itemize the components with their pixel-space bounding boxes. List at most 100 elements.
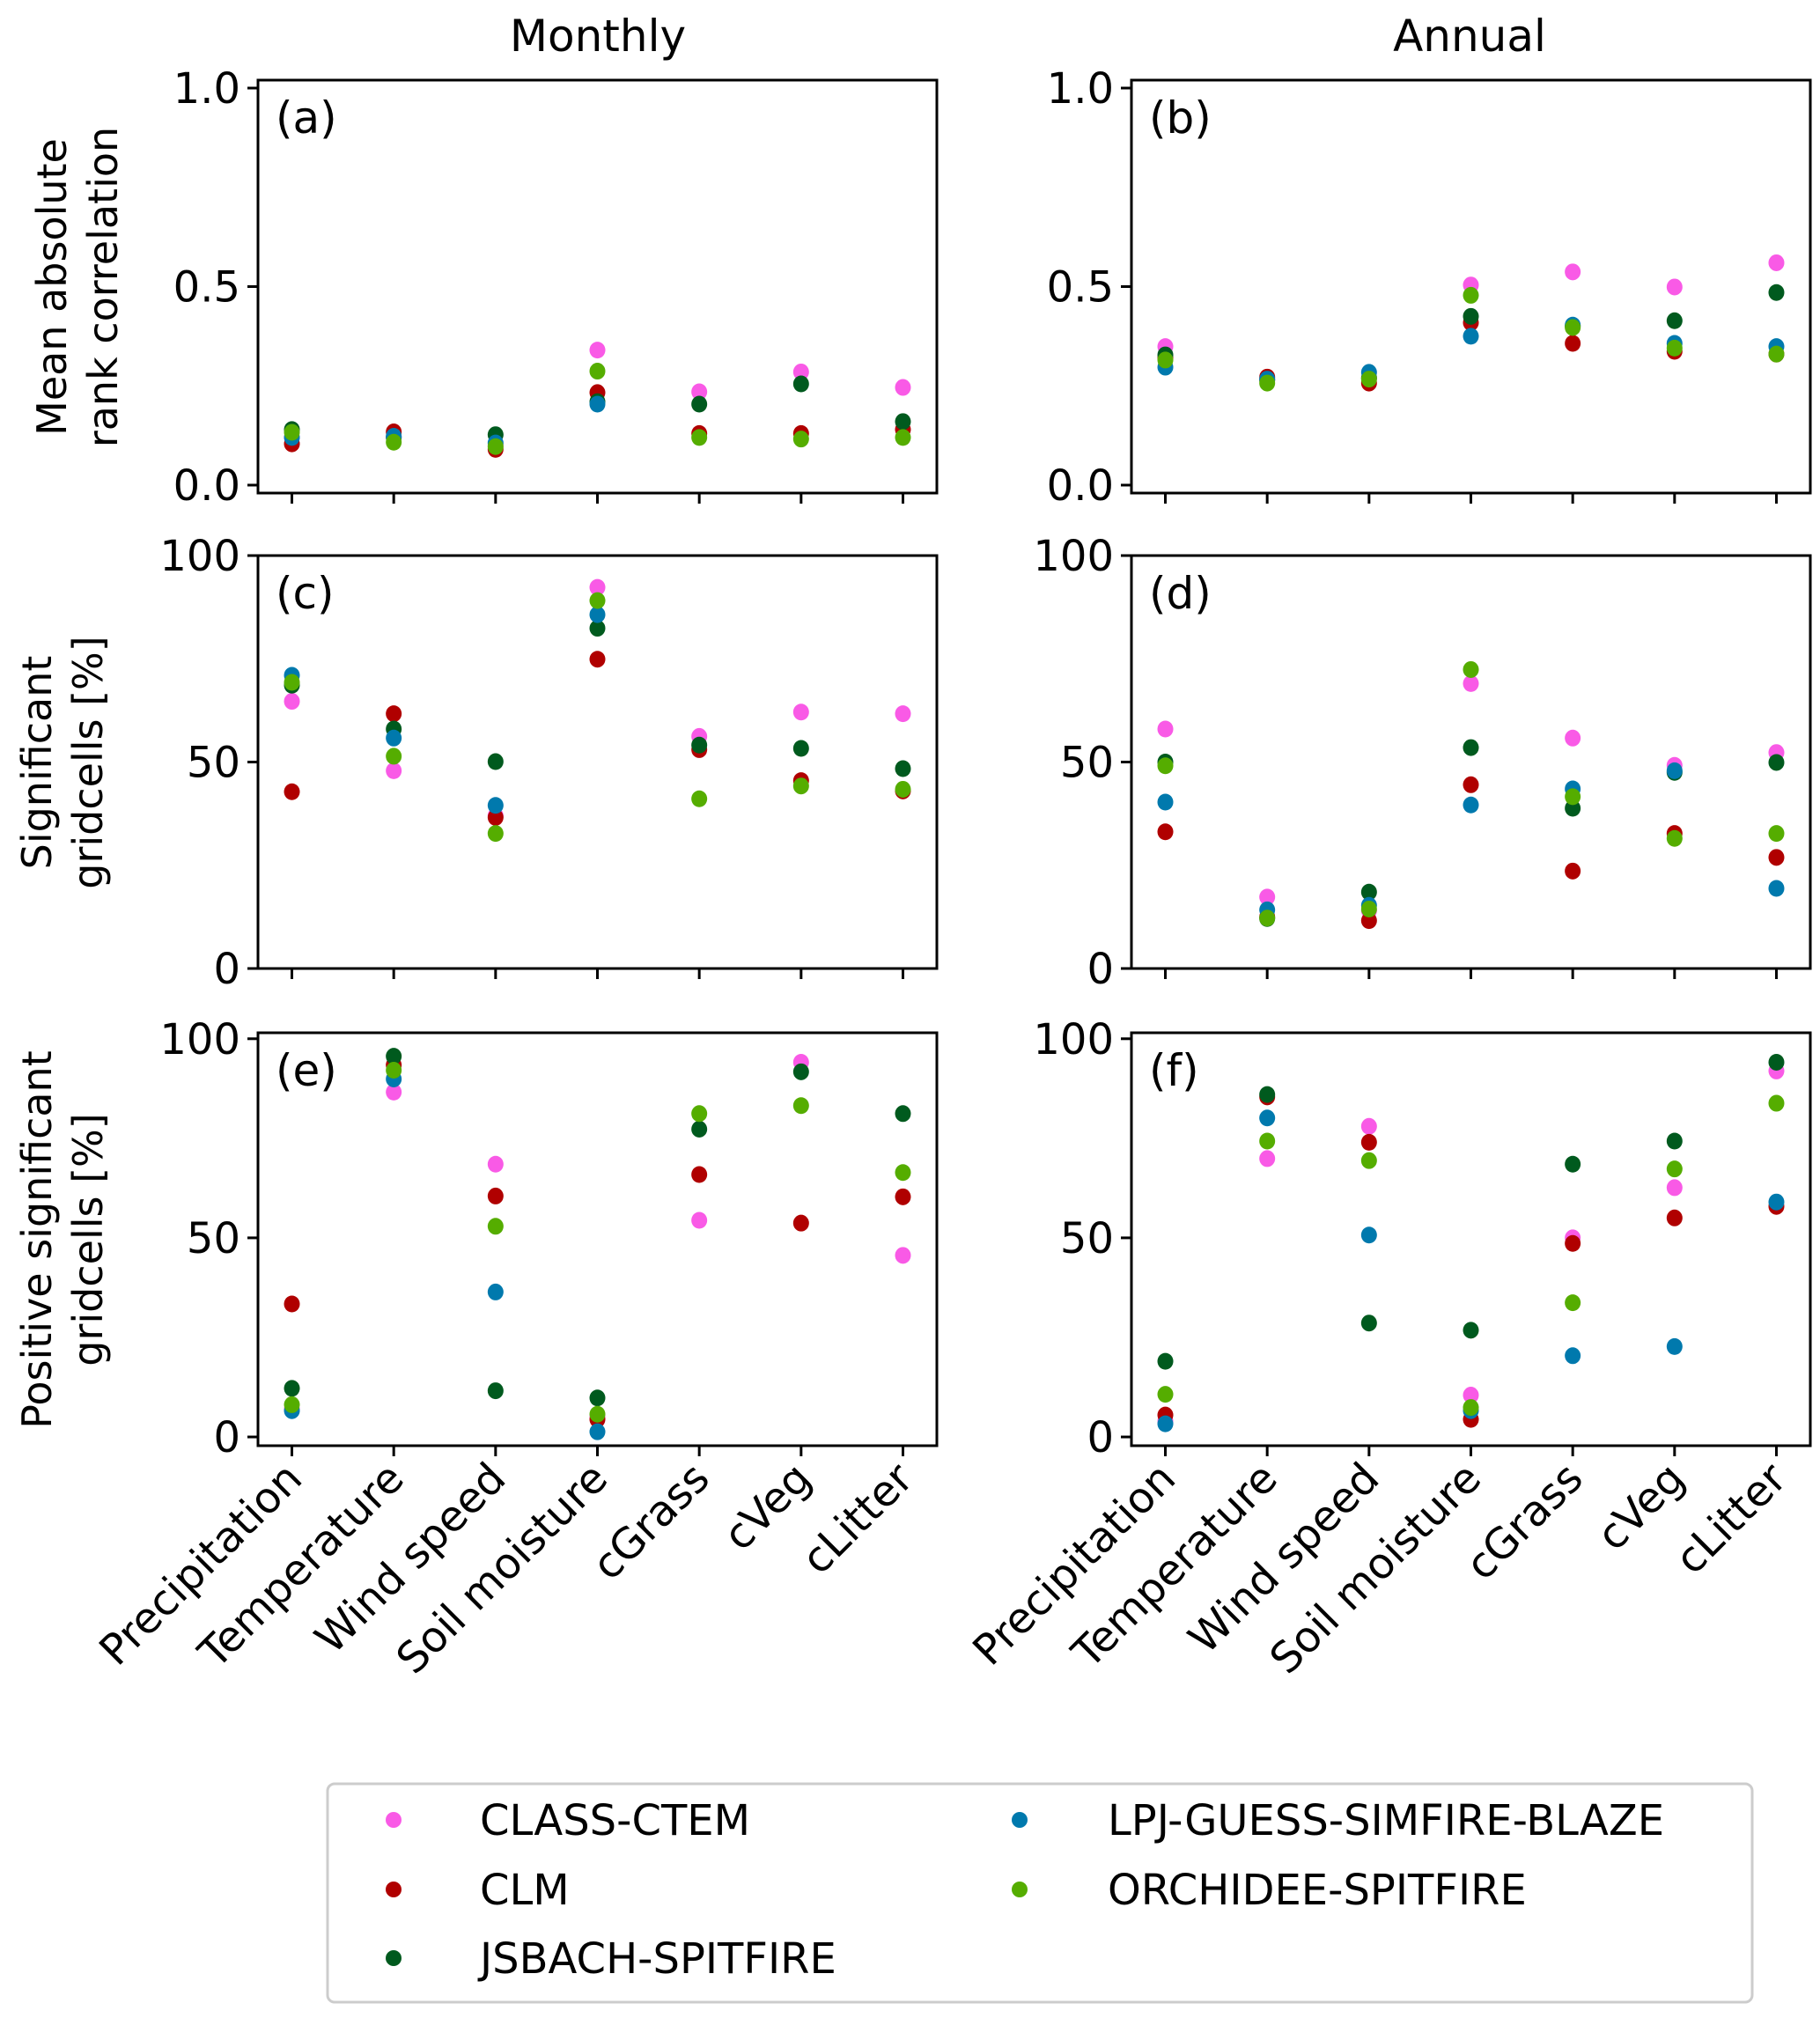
ylabel-line: gridcells [%] [64, 1113, 112, 1366]
axes-frame [1130, 78, 1812, 495]
panel-label: (a) [276, 92, 337, 144]
point-jsbach-spitfire [284, 1380, 300, 1397]
point-orchidee-spitfire [1768, 345, 1785, 363]
point-class-ctem [487, 1155, 504, 1173]
panels: 0.0 0.5 1.0 (a) 0.0 0.5 1.0 (b) 0 50 100 (c) 0 50 100 (… [90, 64, 1812, 1683]
point-orchidee-spitfire [895, 429, 911, 446]
legend-frame [326, 1782, 1754, 2004]
point-clm [1565, 862, 1581, 880]
panel-label: (f) [1149, 1045, 1199, 1096]
point-orchidee-spitfire [1565, 319, 1581, 336]
ytick-label: 0.0 [173, 461, 240, 511]
point-orchidee-spitfire [284, 423, 300, 441]
point-jsbach-spitfire [895, 1105, 911, 1123]
point-class-ctem [1768, 254, 1785, 271]
legend-label: JSBACH-SPITFIRE [477, 1934, 836, 1984]
ytick-label: 1.0 [1047, 64, 1114, 114]
point-lpj-guess-simfire-blaze [589, 606, 606, 623]
point-lpj-guess-simfire-blaze [1463, 796, 1479, 814]
panel-c: 0 50 100 (c) [159, 532, 939, 994]
legend-label: LPJ-GUESS-SIMFIRE-BLAZE [1108, 1796, 1664, 1845]
ytick-label: 1.0 [173, 64, 240, 114]
point-jsbach-spitfire [1768, 754, 1785, 771]
point-orchidee-spitfire [284, 1396, 300, 1413]
point-jsbach-spitfire [895, 760, 911, 777]
point-jsbach-spitfire [487, 753, 504, 770]
axes-frame [256, 78, 939, 495]
xtick-label: cGrass [1456, 1454, 1593, 1590]
point-clm [1666, 1209, 1683, 1226]
ylabel-row-1: Mean absolute rank correlation [28, 127, 127, 447]
point-orchidee-spitfire [589, 1405, 606, 1423]
point-jsbach-spitfire [386, 1048, 402, 1065]
ytick-label: 0 [213, 945, 240, 994]
xtick-label: cGrass [583, 1454, 719, 1590]
point-class-ctem [691, 1212, 708, 1229]
point-lpj-guess-simfire-blaze [1259, 1109, 1276, 1127]
legend-item: JSBACH-SPITFIRE [386, 1934, 836, 1984]
axes-frame [256, 1031, 939, 1447]
point-jsbach-spitfire [589, 620, 606, 637]
point-class-ctem [1463, 674, 1479, 692]
point-orchidee-spitfire [386, 433, 402, 451]
ytick-label: 0.5 [1047, 263, 1114, 313]
ylabel-line: Mean absolute [28, 138, 76, 436]
point-orchidee-spitfire [1157, 351, 1174, 369]
point-class-ctem [1565, 729, 1581, 747]
panel-b: 0.0 0.5 1.0 (b) [1047, 64, 1812, 511]
ytick-label: 100 [1033, 532, 1114, 581]
point-lpj-guess-simfire-blaze [1565, 1347, 1581, 1365]
point-orchidee-spitfire [1463, 286, 1479, 304]
ylabel-line: Significant [13, 656, 61, 870]
point-orchidee-spitfire [1768, 825, 1785, 843]
point-orchidee-spitfire [1360, 1152, 1377, 1169]
point-orchidee-spitfire [792, 1097, 809, 1115]
point-jsbach-spitfire [1463, 1322, 1479, 1339]
point-orchidee-spitfire [895, 780, 911, 798]
point-lpj-guess-simfire-blaze [589, 395, 606, 413]
point-class-ctem [1259, 888, 1276, 906]
point-orchidee-spitfire [487, 438, 504, 455]
point-jsbach-spitfire [691, 1120, 708, 1138]
legend-marker [386, 1812, 402, 1828]
point-lpj-guess-simfire-blaze [1768, 880, 1785, 897]
ytick-label: 100 [159, 1015, 240, 1064]
point-class-ctem [284, 693, 300, 711]
point-orchidee-spitfire [1666, 339, 1683, 357]
point-jsbach-spitfire [487, 1382, 504, 1400]
point-jsbach-spitfire [1157, 1352, 1174, 1370]
legend-marker [1012, 1882, 1028, 1897]
xtick-label: cLitter [792, 1454, 923, 1584]
axes-frame [256, 554, 939, 970]
point-jsbach-spitfire [1768, 1053, 1785, 1071]
point-orchidee-spitfire [589, 592, 606, 609]
point-orchidee-spitfire [895, 1164, 911, 1182]
point-jsbach-spitfire [1259, 1086, 1276, 1103]
point-orchidee-spitfire [1259, 910, 1276, 927]
point-clm [1360, 1133, 1377, 1151]
ytick-label: 100 [159, 532, 240, 581]
point-lpj-guess-simfire-blaze [589, 1423, 606, 1440]
legend-label: CLM [480, 1866, 570, 1915]
point-orchidee-spitfire [1463, 660, 1479, 678]
point-jsbach-spitfire [1565, 1155, 1581, 1173]
point-orchidee-spitfire [1259, 374, 1276, 392]
panel-a: 0.0 0.5 1.0 (a) [173, 64, 939, 511]
point-class-ctem [1666, 1179, 1683, 1197]
point-class-ctem [895, 379, 911, 396]
point-class-ctem [895, 705, 911, 723]
point-clm [1463, 776, 1479, 793]
point-clm [589, 651, 606, 668]
ytick-label: 0.0 [1047, 461, 1114, 511]
point-clm [792, 1214, 809, 1232]
ytick-label: 0 [1087, 1413, 1114, 1462]
point-lpj-guess-simfire-blaze [487, 797, 504, 814]
point-orchidee-spitfire [487, 1218, 504, 1235]
point-jsbach-spitfire [589, 1389, 606, 1407]
point-jsbach-spitfire [1463, 739, 1479, 756]
ylabel-line: gridcells [%] [64, 636, 112, 888]
ylabel-line: Positive significant [13, 1050, 61, 1428]
column-title-monthly: Monthly [510, 11, 686, 62]
